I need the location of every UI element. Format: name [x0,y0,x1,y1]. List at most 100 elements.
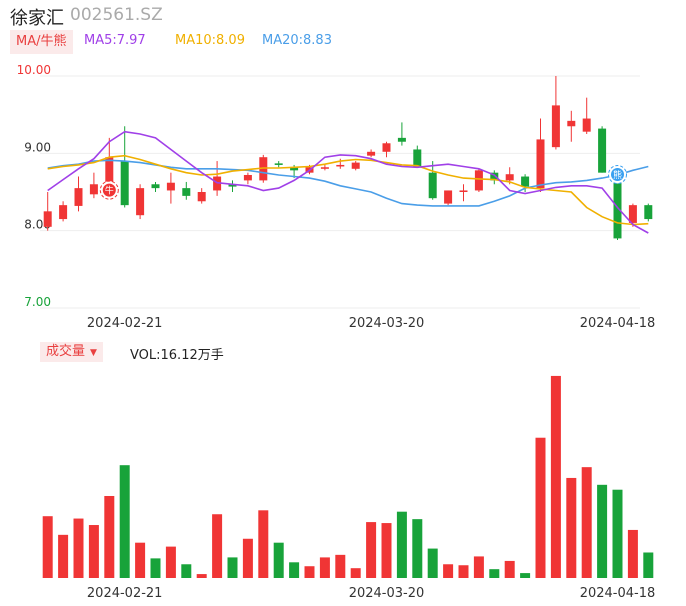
volume-bar [304,566,315,578]
volume-bar [581,467,592,578]
signal-marker-label: 熊 [613,169,622,181]
ma-indicator-selector[interactable]: MA/牛熊 [10,30,73,54]
candle-body [582,118,591,132]
volume-bar [550,375,561,578]
candle-body [382,143,391,152]
volume-bar [196,574,207,578]
volume-bar [381,523,392,578]
candle-body [228,184,237,187]
volume-bar [227,557,238,578]
candle-body [598,128,607,173]
volume-bar [289,562,300,578]
volume-bar [104,495,115,578]
volume-legend: VOL:16.12万手 [130,348,224,363]
volume-bar [612,489,623,578]
candle-body [459,190,468,192]
candle-body [59,205,68,220]
candle-body [397,137,406,142]
signal-marker-dot [611,168,624,182]
candle-body [89,184,98,195]
candle-body [536,139,545,189]
volume-bar [520,573,531,578]
candle-body [613,180,622,239]
candle-body [197,192,206,202]
candle-body [567,120,576,127]
volume-bar [597,484,608,578]
volume-bar [335,554,346,578]
candle-body [367,151,376,156]
volume-bar [350,568,361,578]
volume-bar [627,529,638,578]
volume-bar [566,477,577,578]
candle-body [151,184,160,189]
candle-body [521,176,530,187]
dropdown-arrow-icon: ▼ [90,348,97,358]
candle-body [428,172,437,199]
volume-bar [165,546,176,578]
candle-body [182,188,191,196]
candle-body [74,188,83,206]
volume-bar [73,518,84,578]
price-date-axis-label: 2024-02-21 [87,316,163,331]
ma5-legend: MA5:7.97 [84,33,146,48]
candle-body [105,157,114,185]
volume-bar [489,569,500,578]
volume-indicator-selector[interactable]: 成交量 ▼ [40,342,103,362]
price-axis-tick-label: 10.00 [17,63,51,77]
volume-bar [258,510,269,578]
volume-date-axis-label: 2024-02-21 [87,586,163,601]
volume-bar [135,542,146,578]
volume-bar [443,564,454,578]
candle-body [243,174,252,181]
volume-bar [504,560,515,578]
volume-bar [119,465,130,578]
candle-body [120,161,129,206]
candle-body [351,162,360,169]
candle-body [43,211,52,227]
ma20-legend: MA20:8.83 [262,33,332,48]
ma10-legend: MA10:8.09 [175,33,245,48]
volume-bar [88,525,99,578]
candle-body [274,163,283,165]
candle-body [628,205,637,223]
price-date-axis-label: 2024-03-20 [349,316,425,331]
volume-bar [273,542,284,578]
volume-bar [212,514,223,578]
candle-body [474,170,483,191]
volume-bar [643,552,654,578]
volume-bar [458,565,469,578]
ma20-line [47,159,649,207]
volume-bar [181,564,192,578]
stock-name: 徐家汇 [10,8,64,29]
candle-body [505,174,514,181]
candle-body [644,205,653,220]
volume-bar [427,548,438,578]
candle-body [444,190,453,204]
volume-bar [319,557,330,578]
ma5-line [47,130,649,234]
candle-body [551,105,560,148]
volume-bar [412,519,423,578]
stock-code: 002561.SZ [70,5,163,25]
volume-bar [396,511,407,578]
volume-tag-label: 成交量 [46,344,86,359]
volume-bar [150,558,161,578]
price-axis-tick-label: 7.00 [24,295,51,309]
candle-body [336,164,345,167]
volume-bar [535,437,546,578]
volume-bar [42,516,53,578]
volume-date-axis-label: 2024-03-20 [349,586,425,601]
volume-bar [473,556,484,578]
volume-bar [58,534,69,578]
volume-date-axis-label: 2024-04-18 [580,586,656,601]
price-date-axis-label: 2024-04-18 [580,316,656,331]
candle-body [290,167,299,171]
candle-body [413,149,422,168]
signal-marker-label: 牛 [105,185,114,197]
volume-bar [366,522,377,578]
candle-body [166,182,175,191]
candle-body [136,188,145,216]
volume-bar [242,538,253,578]
candle-body [320,167,329,169]
